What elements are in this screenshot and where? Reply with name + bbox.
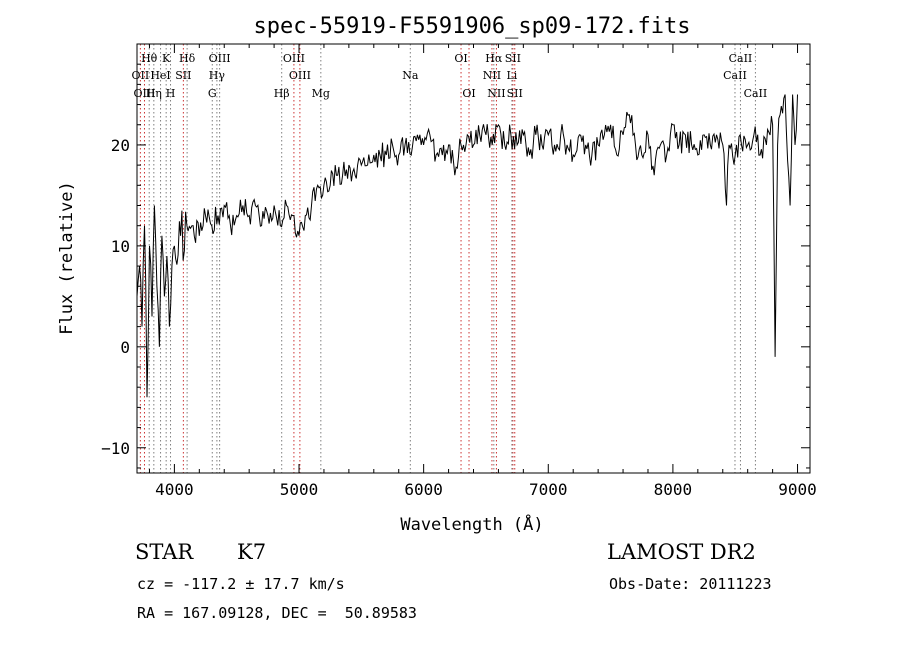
y-tick-label: 0	[120, 338, 130, 357]
spectral-line-label: SII	[175, 69, 191, 82]
object-subclass: K7	[237, 540, 267, 564]
y-tick-label: 20	[111, 136, 130, 155]
spectral-line-label: Hδ	[179, 52, 196, 65]
spectral-line-label: OIII	[209, 52, 231, 65]
coordinates: RA = 167.09128, DEC = 50.89583	[137, 604, 417, 622]
spectral-line-label: Hα	[485, 52, 503, 65]
chart-title: spec-55919-F5591906_sp09-172.fits	[253, 14, 690, 39]
x-tick-label: 6000	[404, 480, 443, 499]
x-tick-label: 5000	[280, 480, 319, 499]
flux-series-line	[136, 94, 798, 398]
spectral-line-label: SII	[505, 52, 521, 65]
spectral-line-label: CaII	[744, 87, 768, 100]
x-axis-label: Wavelength (Å)	[400, 513, 543, 535]
spectral-line-label: Li	[506, 69, 517, 82]
spectral-line-label: OIII	[283, 52, 305, 65]
x-tick-label: 7000	[529, 480, 568, 499]
spectral-line-label: SII	[507, 87, 523, 100]
spectral-line-label: G	[208, 87, 217, 100]
spectral-line-label: OII	[132, 69, 150, 82]
spectral-line-label: Hθ	[141, 52, 158, 65]
x-tick-label: 4000	[155, 480, 194, 499]
spectral-line-label: OIII	[289, 69, 311, 82]
spectral-line-label: Hγ	[209, 69, 226, 82]
spectral-line-label: NII	[483, 69, 501, 82]
spectral-line-label: HeI	[150, 69, 170, 82]
spectral-line-label: K	[162, 52, 171, 65]
x-tick-label: 8000	[654, 480, 693, 499]
spectral-line-label: Mg	[312, 87, 330, 100]
y-axis-label: Flux (relative)	[57, 181, 77, 335]
x-tick-label: 9000	[778, 480, 817, 499]
y-tick-label: −10	[101, 439, 130, 458]
spectral-line-label: H	[166, 87, 176, 100]
obs-date: Obs-Date: 20111223	[609, 575, 772, 593]
spectral-line-label: Hη	[146, 87, 162, 100]
survey-name: LAMOST DR2	[607, 540, 756, 564]
y-tick-label: 10	[111, 237, 130, 256]
spectrum-chart: spec-55919-F5591906_sp09-172.fits Hθ K Hδ O…	[57, 14, 817, 535]
spectral-line-label: OIII	[133, 87, 155, 100]
spectral-line-label: Na	[402, 69, 419, 82]
object-class: STAR	[135, 540, 194, 564]
spectral-line-label: NII	[487, 87, 505, 100]
spectral-line-label: OI	[462, 87, 475, 100]
spectral-line-label: CaII	[729, 52, 753, 65]
spectral-line-label: CaII	[723, 69, 747, 82]
spectral-line-label: Hβ	[274, 87, 290, 100]
spectral-line-label: OI	[454, 52, 467, 65]
redshift-cz: cz = -117.2 ± 17.7 km/s	[137, 575, 345, 593]
plot-frame	[136, 43, 811, 474]
